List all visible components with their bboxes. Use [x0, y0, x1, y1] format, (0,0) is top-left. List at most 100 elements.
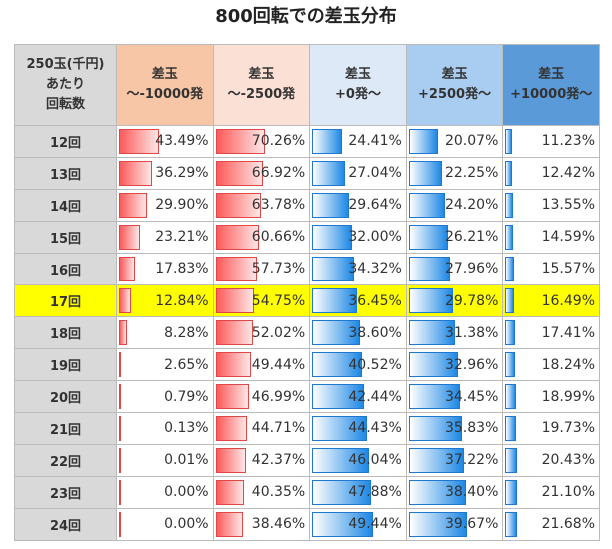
row-label: 15回 [14, 220, 117, 254]
bar [408, 160, 442, 186]
header-line: +10000発～ [510, 87, 593, 102]
bar [505, 192, 513, 218]
header-cell: 差玉 ～-10000発 [116, 44, 214, 126]
value-label: 31.38% [444, 324, 499, 341]
row: 17回 12.84% 54.75% 36.45% 29.78% 16.49% [14, 284, 600, 318]
value-label: 46.04% [348, 452, 402, 469]
cell: 8.28% [116, 316, 214, 350]
row: 14回 29.90% 63.78% 29.64% 24.20% 13.55% [14, 188, 600, 222]
value-label: 40.35% [251, 484, 306, 501]
bar [215, 192, 261, 218]
value-label: 2.65% [164, 356, 209, 373]
bar [505, 352, 516, 378]
bar [119, 160, 153, 186]
bar [408, 416, 462, 441]
value-label: 70.26% [251, 133, 306, 150]
bar [408, 224, 448, 250]
bar [312, 511, 373, 537]
header-line: +0発～ [335, 87, 381, 102]
bar [215, 416, 248, 441]
cell: 24.41% [309, 125, 407, 158]
bar [408, 320, 456, 346]
cell: 12.84% [116, 284, 214, 318]
row-label: 21回 [14, 412, 117, 445]
value-label: 54.75% [251, 292, 306, 309]
cell: 18.24% [502, 348, 600, 382]
row: 23回 0.00% 40.35% 47.88% 38.40% 21.10% [14, 475, 600, 509]
row: 18回 8.28% 52.02% 38.60% 31.38% 17.41% [14, 316, 600, 350]
cell: 43.49% [116, 125, 214, 158]
value-label: 0.13% [164, 420, 209, 437]
row-label: 22回 [14, 443, 117, 477]
value-label: 0.01% [164, 452, 209, 469]
cell: 44.43% [309, 412, 407, 445]
header-line: ～-2500発 [227, 87, 296, 102]
value-label: 29.90% [155, 197, 209, 214]
cell: 17.83% [116, 252, 214, 286]
value-label: 36.29% [155, 165, 209, 182]
bar [408, 192, 445, 218]
bar [408, 352, 458, 378]
bar [505, 447, 517, 473]
bar [119, 129, 159, 154]
bar [215, 160, 264, 186]
value-label: 0.00% [164, 516, 209, 533]
row: 12回 43.49% 70.26% 24.41% 20.07% 11.23% [14, 125, 600, 158]
cell: 20.07% [405, 125, 504, 158]
bar [215, 479, 245, 505]
value-label: 16.49% [541, 292, 595, 309]
bar [119, 416, 121, 441]
cell: 29.78% [405, 284, 504, 318]
row-label: 14回 [14, 188, 117, 222]
cell: 2.65% [116, 348, 214, 382]
cell: 22.25% [405, 156, 504, 190]
bar [505, 320, 515, 346]
value-label: 21.10% [541, 484, 595, 501]
header-row: 250玉(千円) あたり 回転数 差玉 ～-10000発 差玉 ～-2500発 差玉 +0発～差… [14, 44, 600, 126]
cell: 19.73% [502, 412, 600, 445]
value-label: 0.79% [164, 388, 209, 405]
bar [312, 352, 363, 378]
cell: 32.00% [309, 220, 407, 254]
bar [408, 384, 460, 410]
value-label: 29.78% [444, 292, 499, 309]
header-line: 差玉 [538, 67, 565, 82]
value-label: 39.67% [444, 516, 499, 533]
row: 19回 2.65% 49.44% 40.52% 32.96% 18.24% [14, 348, 600, 382]
cell: 46.04% [309, 443, 407, 477]
value-label: 44.71% [251, 420, 306, 437]
bar [505, 224, 514, 250]
value-label: 27.96% [444, 261, 499, 277]
cell: 20.43% [502, 443, 600, 477]
row: 16回 17.83% 57.73% 34.32% 27.96% 15.57% [14, 252, 600, 286]
bar [119, 224, 141, 250]
bar [119, 256, 136, 282]
cell: 0.00% [116, 475, 214, 509]
cell: 34.32% [309, 252, 407, 286]
cell: 14.59% [502, 220, 600, 254]
value-label: 46.99% [251, 388, 306, 405]
bar [505, 288, 515, 314]
cell: 49.44% [309, 507, 407, 541]
row: 13回 36.29% 66.92% 27.04% 22.25% 12.42% [14, 156, 600, 190]
cell: 52.02% [212, 316, 311, 350]
header-line: 回転数 [45, 97, 85, 112]
cell: 24.20% [405, 188, 504, 222]
bar [408, 447, 464, 473]
cell: 16.49% [502, 284, 600, 318]
value-label: 22.25% [444, 165, 499, 182]
bar [312, 129, 343, 154]
value-label: 12.84% [155, 292, 209, 309]
row: 24回 0.00% 38.46% 49.44% 39.67% 21.68% [14, 507, 600, 541]
bar [505, 416, 517, 441]
bar [119, 384, 121, 410]
cell: 44.71% [212, 412, 311, 445]
cell: 35.83% [405, 412, 504, 445]
bar [215, 224, 259, 250]
value-label: 20.07% [444, 133, 499, 150]
cell: 37.22% [405, 443, 504, 477]
value-label: 29.64% [348, 197, 402, 214]
value-label: 18.99% [541, 388, 595, 405]
value-label: 14.59% [541, 229, 595, 246]
cell: 15.57% [502, 252, 600, 286]
